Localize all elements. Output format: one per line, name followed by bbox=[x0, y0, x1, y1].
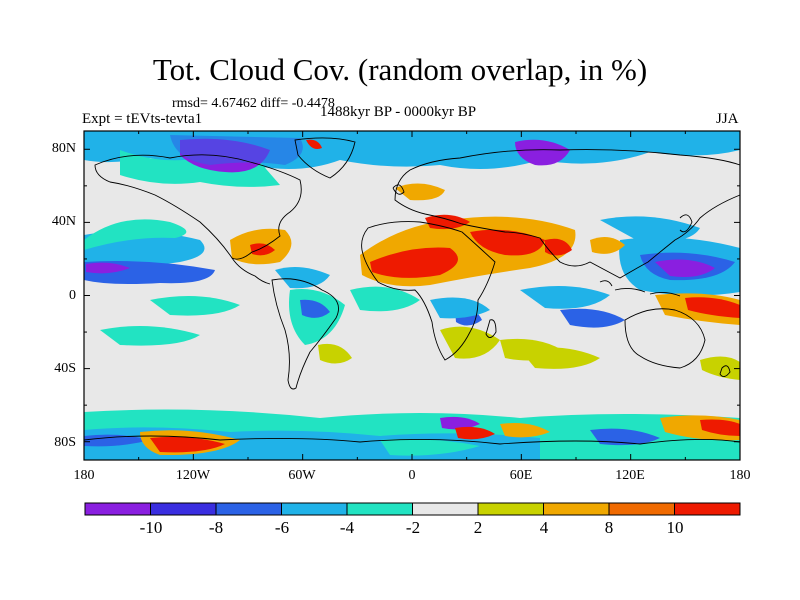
lon-label-120w: 120W bbox=[175, 468, 211, 483]
colorbar-label: 4 bbox=[539, 518, 549, 537]
colorbar bbox=[84, 502, 741, 516]
lat-label-80s: 80S bbox=[54, 435, 76, 450]
lon-label-60w: 60W bbox=[288, 468, 316, 483]
lat-label-40n: 40N bbox=[51, 214, 76, 229]
lon-label-0: 0 bbox=[408, 468, 416, 483]
colorbar-box bbox=[84, 502, 151, 516]
caribbean-cyan bbox=[275, 266, 330, 289]
coastlines bbox=[83, 137, 741, 445]
epac-teal bbox=[150, 296, 240, 316]
lon-label-60e: 60E bbox=[509, 468, 533, 483]
so-purple bbox=[440, 416, 480, 430]
colorbar-label: -4 bbox=[339, 518, 355, 537]
colorbar-label: -10 bbox=[139, 518, 163, 537]
so-orange bbox=[500, 423, 550, 438]
antarctica-coast bbox=[83, 435, 741, 445]
samerica-blue bbox=[300, 299, 330, 318]
colorbar-box bbox=[281, 502, 348, 516]
north-america-coast bbox=[94, 154, 302, 260]
stats-label: rmsd= 4.67462 diff= -0.4478 bbox=[172, 96, 335, 111]
antarctica-red bbox=[150, 436, 225, 453]
spac-teal bbox=[100, 326, 200, 346]
spac-yellow bbox=[700, 356, 740, 380]
colorbar-box bbox=[346, 502, 413, 516]
asia-orange bbox=[590, 236, 625, 254]
colorbar-label: 2 bbox=[473, 518, 483, 537]
satl-yellow bbox=[318, 343, 352, 364]
namerica-red bbox=[250, 243, 275, 256]
cloud-field bbox=[84, 131, 740, 460]
colorbar-box bbox=[477, 502, 544, 516]
new-zealand-coast bbox=[719, 365, 731, 377]
arctic-red bbox=[306, 139, 322, 149]
africa-cyan bbox=[430, 297, 490, 319]
so-east-blue bbox=[590, 428, 660, 446]
lon-label-120e: 120E bbox=[615, 468, 645, 483]
japan-coast bbox=[679, 214, 693, 233]
npac-purple bbox=[86, 262, 130, 274]
colorbar-box bbox=[543, 502, 610, 516]
asia-cyan bbox=[600, 216, 700, 243]
south-america-coast bbox=[271, 278, 339, 390]
eurasia-coast bbox=[394, 149, 741, 279]
axis-ticks bbox=[83, 131, 741, 460]
indian-blue bbox=[560, 308, 625, 328]
arctic-teal-patch bbox=[120, 150, 280, 187]
atl-teal bbox=[350, 286, 420, 312]
arctic-blue bbox=[170, 135, 303, 165]
lat-label-40s: 40S bbox=[54, 361, 76, 376]
wpac-purple bbox=[655, 259, 715, 277]
colorbar-box bbox=[215, 502, 282, 516]
mideast-red bbox=[425, 214, 470, 230]
indonesia-coast bbox=[599, 280, 681, 297]
antarctica-teal bbox=[380, 438, 480, 456]
colorbar-box bbox=[674, 502, 741, 516]
so-blue bbox=[84, 434, 150, 447]
plot-title: Tot. Cloud Cov. (random overlap, in %) bbox=[152, 52, 648, 87]
madagascar-coast bbox=[485, 319, 497, 338]
so-east-red bbox=[700, 419, 740, 436]
lon-label-180w: 180 bbox=[73, 468, 95, 483]
colorbar-box bbox=[150, 502, 217, 516]
lat-label-80n: 80N bbox=[51, 141, 76, 156]
australia-coast bbox=[624, 308, 706, 369]
indian-cyan bbox=[520, 286, 610, 309]
europe-orange bbox=[395, 183, 445, 201]
experiment-label: Expt = tEVts-tevta1 bbox=[82, 111, 203, 127]
arabia-red bbox=[470, 229, 545, 256]
pac-teal bbox=[84, 219, 187, 250]
period-label: 1488kyr BP - 0000kyr BP bbox=[320, 104, 477, 120]
colorbar-label: -8 bbox=[208, 518, 224, 537]
lat-label-0: 0 bbox=[69, 288, 76, 303]
sahara-red bbox=[370, 247, 458, 278]
lon-label-180e: 180 bbox=[729, 468, 751, 483]
siberia-purple bbox=[515, 139, 570, 166]
india-red bbox=[545, 238, 572, 256]
central-america-coast bbox=[231, 257, 271, 285]
colorbar-box bbox=[412, 502, 479, 516]
africa-coast bbox=[361, 221, 496, 361]
pacific-red bbox=[685, 297, 740, 318]
so-red bbox=[455, 426, 495, 440]
colorbar-label: 8 bbox=[604, 518, 614, 537]
greenland-coast bbox=[294, 137, 356, 179]
colorbar-label: -2 bbox=[405, 518, 421, 537]
colorbar-label: -6 bbox=[274, 518, 290, 537]
safrica-yellow bbox=[440, 326, 500, 359]
season-label: JJA bbox=[716, 111, 739, 127]
sio-yellow bbox=[520, 347, 600, 369]
colorbar-label: 10 bbox=[666, 518, 684, 537]
colorbar-box bbox=[608, 502, 675, 516]
uk-coast bbox=[392, 184, 405, 195]
